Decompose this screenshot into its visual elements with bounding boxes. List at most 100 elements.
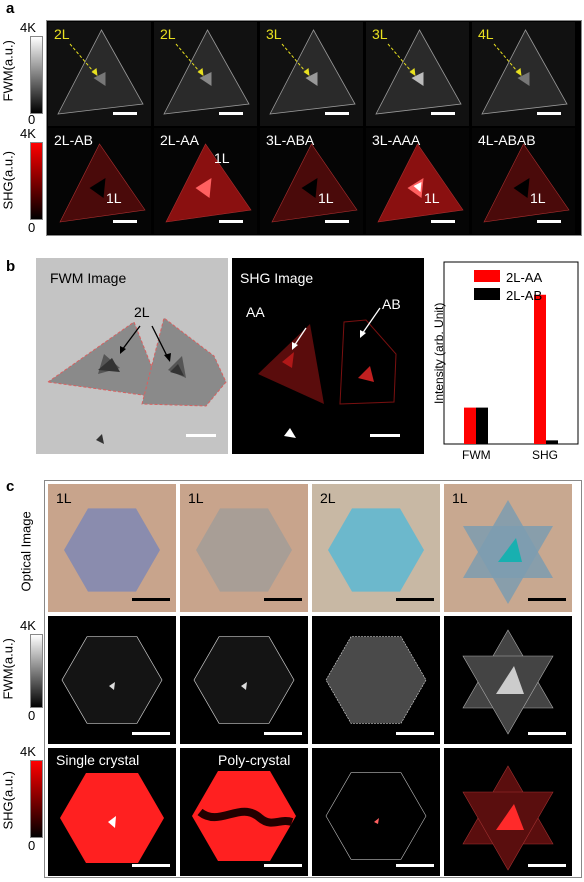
fwm-image: FWM Image 2L [36,258,228,454]
shg-stacking-label: 4L-ABAB [478,132,536,148]
fwm-tile: 2L [154,22,257,126]
c-shg-tile: Poly-crystal [180,748,308,876]
fwm-image-title: FWM Image [50,270,127,286]
c-shg-tile: Single crystal [48,748,176,876]
fwm-tile: 2L [48,22,151,126]
scale-bar [264,864,302,867]
chart-xtick-shg: SHG [532,448,559,462]
scale-bar [528,598,566,601]
bar-chart-svg [443,261,579,445]
scale-bar [113,220,137,223]
optical-layer-label: 2L [320,490,336,506]
scale-bar [396,732,434,735]
fwm-tile: 3L [366,22,469,126]
fwm-layer-label: 2L [160,26,176,42]
fwm-tile: 3L [260,22,363,126]
c-fwm-tile [312,616,440,744]
shg-tile: 3L-AAA 1L [366,128,469,234]
c-fwm-colorbar [30,634,43,708]
shg-stacking-label: 2L-AB [54,132,93,148]
c-shg-tile [444,748,572,876]
fwm-layer-label: 2L [54,26,70,42]
scale-bar [396,598,434,601]
scale-bar [132,732,170,735]
scale-bar [132,598,170,601]
shg-ab-label: AB [382,296,401,312]
chart-ylabel: Intensity (arb. Unit) [432,302,446,404]
optical-image-label: Optical Image [18,511,34,592]
c-fwm-colorbar-min: 0 [28,708,36,723]
shg-image-title: SHG Image [240,270,314,286]
shg-stacking-label: 2L-AA [160,132,199,148]
fwm-colorbar-max: 4K [20,20,36,35]
scale-bar [528,732,566,735]
fwm-layer-label: 3L [266,26,282,42]
scale-bar [264,732,302,735]
fwm-layer-label: 4L [478,26,494,42]
scale-bar [132,864,170,867]
optical-tile: 1L [444,484,572,612]
scale-bar [325,112,349,115]
one-layer-label: 1L [424,190,440,206]
scale-bar [219,112,243,115]
shg-stacking-label: 3L-AAA [372,132,421,148]
shg-aa-label: AA [246,304,265,320]
shg-tile: 2L-AA 1L [154,128,257,234]
scale-bar [528,864,566,867]
scale-bar [396,864,434,867]
scale-bar [431,112,455,115]
optical-layer-label: 1L [452,490,468,506]
fwm-tile: 4L [472,22,575,126]
shg-tile: 4L-ABAB 1L [472,128,575,234]
shg-crystal-title: Single crystal [56,752,140,768]
c-shg-colorbar-max: 4K [20,744,36,759]
c-fwm-tile [48,616,176,744]
shg-image: SHG Image AA AB [232,258,424,454]
bar-2L-AA-FWM [464,407,476,444]
scale-bar [113,112,137,115]
legend-swatch [474,288,500,300]
scale-bar [431,220,455,223]
bar-2L-AB-SHG [546,440,558,444]
legend-2l-aa: 2L-AA [506,270,543,285]
scale-bar [325,220,349,223]
optical-tile: 2L [312,484,440,612]
legend-2l-ab: 2L-AB [506,288,543,303]
chart-plot-frame [443,261,579,445]
one-layer-label: 1L [318,190,334,206]
fwm-colorbar-min: 0 [28,112,36,127]
fwm-layer-label: 3L [372,26,388,42]
one-layer-label: 1L [530,190,546,206]
c-fwm-tile [180,616,308,744]
bar-chart: Intensity (arb. Unit) FWM SHG 2L-AA 2L-A… [428,258,582,468]
shg-colorbar [30,142,43,220]
fwm-image-2l-label: 2L [134,304,150,320]
panel-b-label: b [6,258,16,275]
c-shg-colorbar-min: 0 [28,838,36,853]
c-shg-tile [312,748,440,876]
shg-axis-label: SHG(a.u.) [0,150,16,210]
shg-colorbar-min: 0 [28,220,36,235]
fwm-colorbar [30,36,43,114]
c-fwm-colorbar-max: 4K [20,618,36,633]
c-fwm-tile [444,616,572,744]
shg-crystal-title: Poly-crystal [218,752,291,768]
scale-bar [537,220,561,223]
chart-xtick-fwm: FWM [462,448,491,462]
shg-tile: 3L-ABA 1L [260,128,363,234]
optical-tile: 1L [180,484,308,612]
c-shg-colorbar [30,760,43,838]
panel-a-label: a [6,0,15,17]
scale-bar [264,598,302,601]
shg-colorbar-max: 4K [20,126,36,141]
c-fwm-axis-label: FWM(a.u.) [0,638,16,700]
shg-stacking-label: 3L-ABA [266,132,315,148]
panel-c-label: c [6,478,15,495]
optical-layer-label: 1L [188,490,204,506]
bar-2L-AA-SHG [534,294,546,444]
optical-tile: 1L [48,484,176,612]
shg-tile: 2L-AB 1L [48,128,151,234]
scale-bar [537,112,561,115]
fwm-axis-label: FWM(a.u.) [0,40,16,102]
optical-layer-label: 1L [56,490,72,506]
